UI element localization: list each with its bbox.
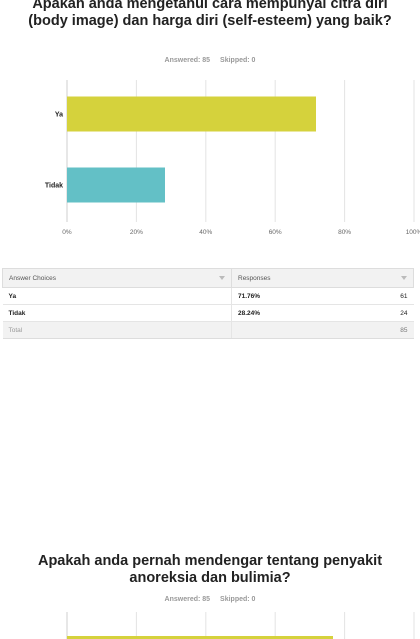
answered-count: Answered: 85 — [164, 596, 211, 603]
question-2-bar-chart — [66, 612, 415, 639]
responses-table: Answer Choices Responses Ya 71.76% 61 Ti… — [2, 268, 414, 339]
answer-choices-header[interactable]: Answer Choices — [2, 268, 232, 288]
responses-header[interactable]: Responses — [231, 268, 414, 288]
bar-ya — [67, 96, 317, 132]
sort-arrow-icon — [401, 276, 407, 280]
question-1-title: Apakah anda mengetahui cara mempunyai ci… — [28, 0, 392, 29]
skipped-count: Skipped: 0 — [220, 596, 256, 603]
x-tick-label: 20% — [130, 229, 143, 236]
question-2-title: Apakah anda pernah mendengar tentang pen… — [37, 553, 383, 586]
x-tick-label: 0% — [62, 229, 72, 236]
x-tick-label: 100% — [406, 229, 420, 236]
skipped-count: Skipped: 0 — [220, 57, 256, 64]
table-row: Tidak 28.24% 24 — [2, 304, 414, 322]
x-tick-label: 40% — [199, 229, 212, 236]
table-row: Ya 71.76% 61 — [2, 287, 414, 305]
total-count: 85 — [373, 321, 414, 339]
count-cell: 24 — [373, 304, 414, 322]
y-category-label: Ya — [55, 112, 63, 119]
choice-cell: Tidak — [2, 304, 232, 322]
bar-partial — [67, 636, 333, 639]
percent-cell: 71.76% — [231, 287, 374, 305]
y-category-label: Tidak — [45, 183, 63, 190]
percent-cell: 28.24% — [231, 304, 374, 322]
x-tick-label: 60% — [269, 229, 282, 236]
sort-arrow-icon — [219, 276, 225, 280]
x-tick-label: 80% — [338, 229, 351, 236]
question-2-stats: Answered: 85 Skipped: 0 — [0, 596, 420, 603]
answered-count: Answered: 85 — [164, 57, 211, 64]
choice-cell: Ya — [2, 287, 232, 305]
total-row: Total 85 — [2, 321, 414, 339]
total-label: Total — [2, 321, 232, 339]
question-1-bar-chart: 0% 20% 40% 60% 80% 100% Ya Tidak — [45, 80, 420, 236]
question-1-stats: Answered: 85 Skipped: 0 — [0, 57, 420, 64]
bar-tidak — [67, 167, 165, 203]
count-cell: 61 — [373, 287, 414, 305]
